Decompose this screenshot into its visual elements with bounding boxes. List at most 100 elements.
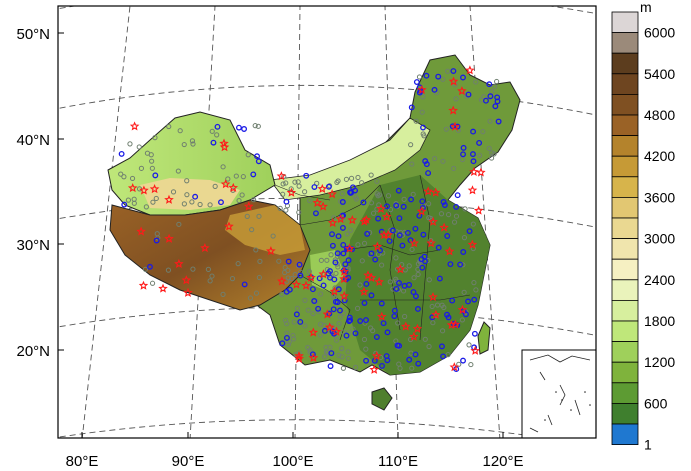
station-marker <box>391 313 398 320</box>
station-marker <box>420 231 427 238</box>
station-marker <box>330 292 337 298</box>
station-marker <box>317 332 323 338</box>
station-marker <box>449 297 456 304</box>
station-star-marker <box>448 105 458 115</box>
station-star-marker <box>129 121 140 131</box>
station-marker <box>486 145 492 152</box>
station-marker <box>476 140 483 146</box>
station-star-marker <box>449 362 460 372</box>
station-marker <box>303 172 310 179</box>
station-marker <box>408 104 415 111</box>
station-star-marker <box>412 323 423 333</box>
legend-swatch <box>611 94 639 116</box>
station-marker <box>409 246 415 253</box>
station-marker <box>345 355 351 361</box>
station-marker <box>387 279 393 285</box>
station-marker <box>190 141 196 147</box>
station-marker <box>283 207 289 213</box>
station-marker <box>335 253 341 260</box>
station-marker <box>285 267 291 273</box>
station-marker <box>400 288 407 294</box>
station-marker <box>297 269 304 275</box>
station-star-marker <box>473 205 484 215</box>
station-star-marker <box>417 84 427 94</box>
station-marker <box>470 151 476 158</box>
station-marker <box>131 200 137 206</box>
station-marker <box>295 263 302 269</box>
station-marker <box>406 356 413 363</box>
station-marker <box>441 202 448 209</box>
station-marker <box>460 262 466 268</box>
station-marker <box>292 271 298 278</box>
station-marker <box>129 175 136 182</box>
station-star-marker <box>426 238 436 248</box>
station-star-marker <box>158 283 168 293</box>
station-star-marker <box>224 221 234 231</box>
station-star-marker <box>306 272 316 282</box>
station-marker <box>471 279 477 286</box>
station-marker <box>456 361 462 367</box>
legend-swatch <box>611 52 639 75</box>
station-marker <box>220 164 226 170</box>
station-marker <box>143 204 149 210</box>
station-star-marker <box>331 326 342 336</box>
station-marker <box>207 278 213 284</box>
station-marker <box>235 261 241 267</box>
legend-label: 6000 <box>644 25 675 41</box>
station-marker <box>189 199 195 205</box>
station-marker <box>329 242 336 249</box>
station-star-marker <box>448 76 459 86</box>
station-marker <box>293 311 300 318</box>
station-marker <box>294 305 300 311</box>
station-star-marker <box>339 266 349 276</box>
station-marker <box>457 261 464 268</box>
station-marker <box>460 357 466 364</box>
station-marker <box>311 184 318 190</box>
station-star-marker <box>308 352 319 362</box>
station-marker <box>244 213 250 219</box>
station-marker <box>345 257 352 264</box>
station-marker <box>409 161 415 167</box>
station-marker <box>310 310 316 317</box>
station-star-marker <box>376 203 386 213</box>
station-marker <box>316 308 322 315</box>
station-marker <box>361 336 368 343</box>
station-star-marker <box>450 319 461 329</box>
station-marker <box>400 203 407 210</box>
station-marker <box>339 191 345 197</box>
station-marker <box>393 255 399 261</box>
station-marker <box>317 291 324 297</box>
station-marker <box>486 81 493 88</box>
station-marker <box>149 165 155 171</box>
station-marker <box>144 150 151 156</box>
station-marker <box>470 158 477 165</box>
lat-label-50n: 50°N <box>16 26 50 43</box>
station-marker <box>451 165 457 172</box>
station-marker <box>443 126 449 132</box>
station-marker <box>359 258 365 264</box>
station-marker <box>494 78 500 85</box>
legend-swatch <box>611 341 639 363</box>
station-marker <box>445 352 451 358</box>
station-marker <box>378 300 385 307</box>
station-marker <box>249 227 255 233</box>
station-marker <box>408 142 414 148</box>
legend-swatch <box>611 382 639 404</box>
station-star-marker <box>430 187 441 197</box>
station-marker <box>377 247 383 254</box>
station-marker <box>396 215 403 222</box>
station-marker <box>410 191 416 197</box>
station-marker <box>404 230 411 236</box>
station-marker <box>345 349 351 355</box>
station-marker <box>368 172 374 178</box>
station-marker <box>236 124 242 131</box>
station-marker <box>340 329 347 335</box>
station-marker <box>150 199 156 205</box>
station-marker <box>420 124 426 131</box>
station-marker <box>363 357 370 364</box>
lat-label-30n: 30°N <box>16 237 50 254</box>
station-marker <box>487 118 493 124</box>
station-marker <box>396 232 403 239</box>
legend-swatches <box>611 11 639 446</box>
